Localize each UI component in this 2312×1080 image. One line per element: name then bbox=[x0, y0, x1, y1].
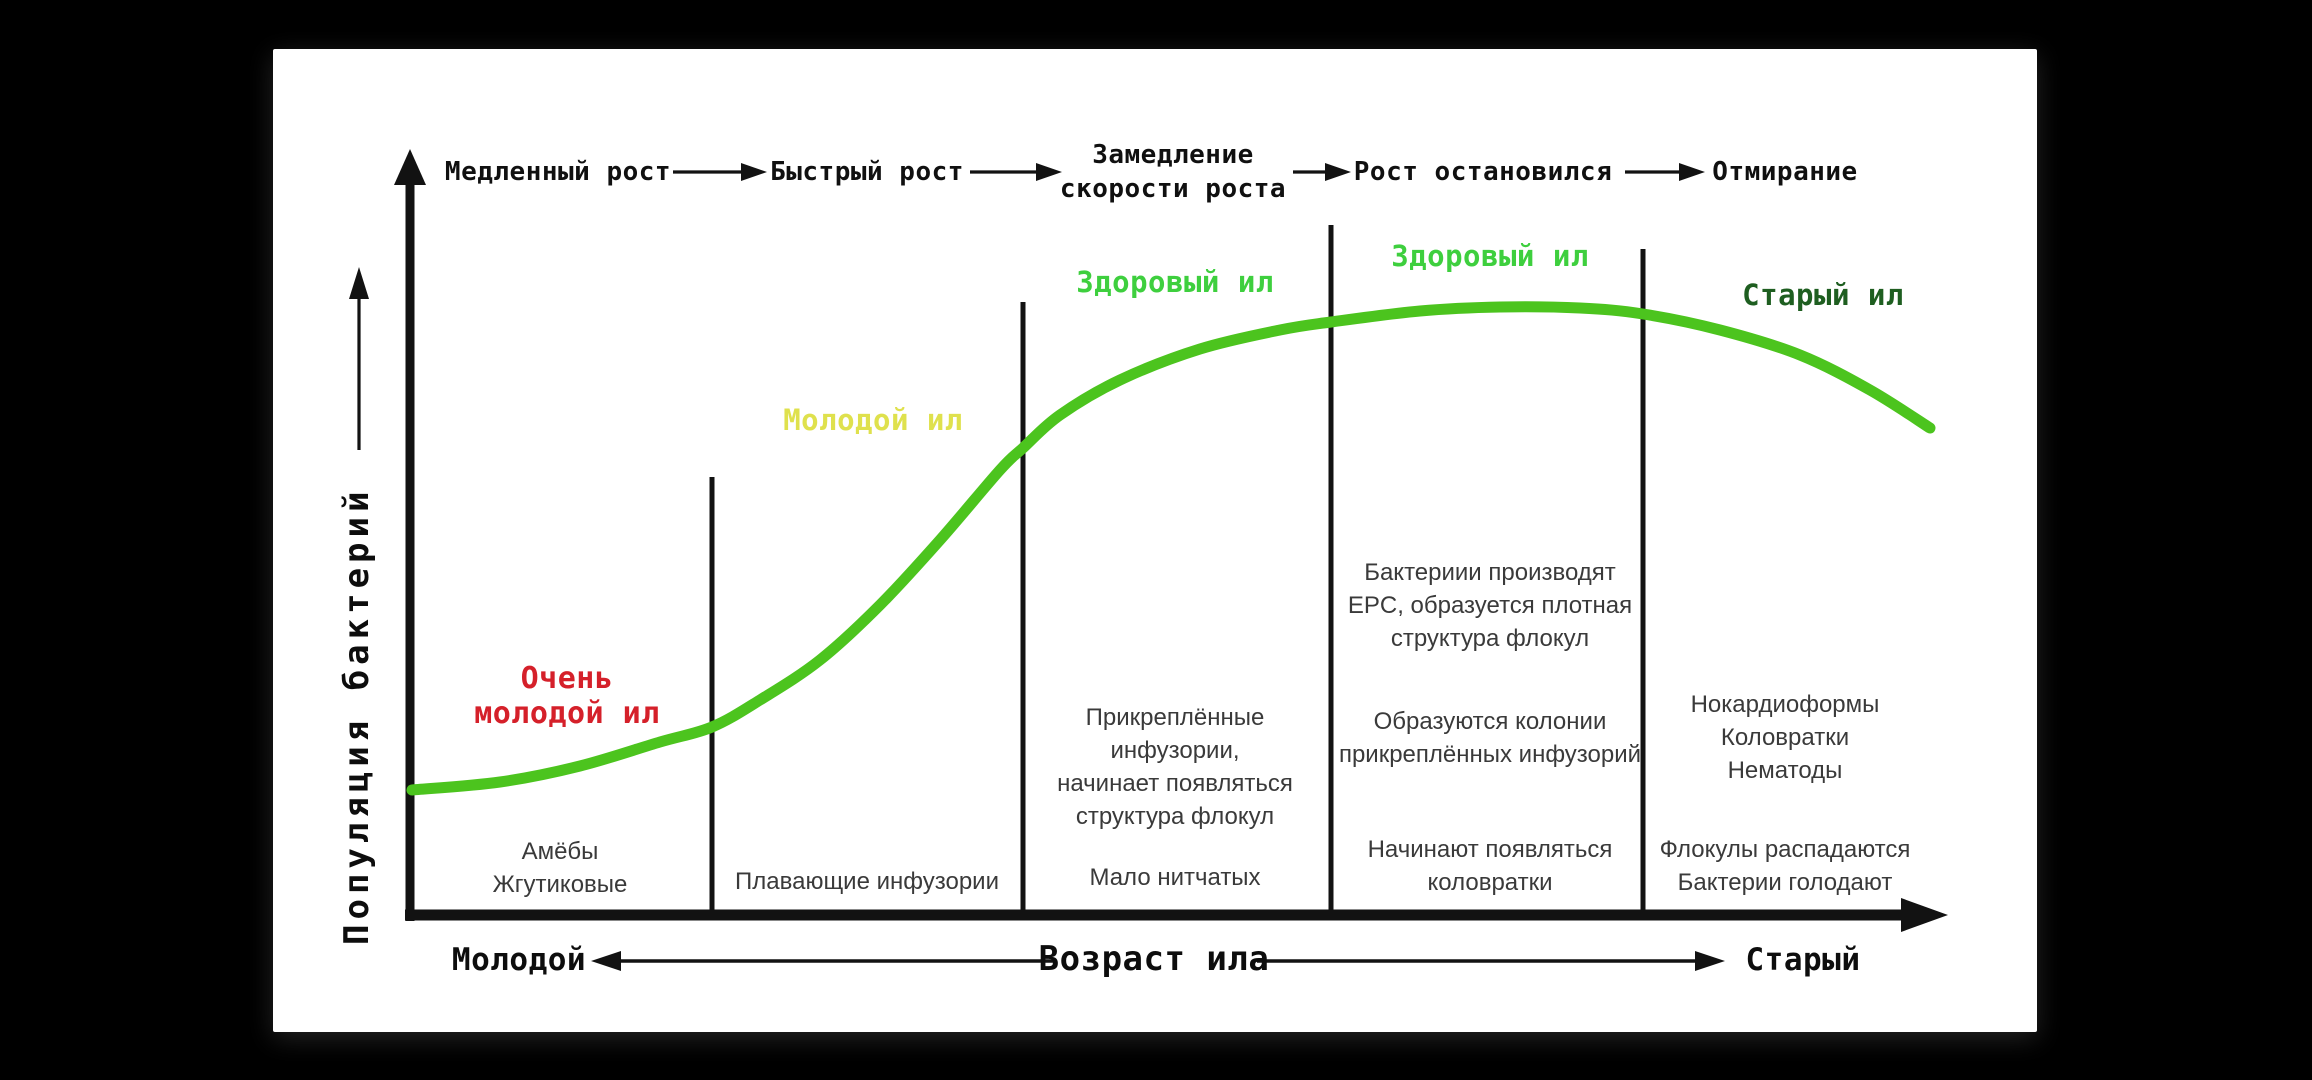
x-axis-arrow-icon bbox=[1901, 898, 1948, 932]
phase-arrow-icon bbox=[1325, 163, 1351, 181]
phase-label-growth-stopped: Рост остановился bbox=[1353, 157, 1613, 187]
x-axis-left-label: Молодой bbox=[451, 942, 587, 978]
section-5-starvation-note: Флокулы распадаются Бактерии голодают bbox=[1659, 836, 1911, 896]
section-4-rotifers-note: Начинают появляться коловратки bbox=[1367, 836, 1613, 896]
y-axis-label: Популяция бактерий bbox=[337, 486, 377, 945]
section-4-eps-note: Бактериии производят EPC, образуется плот… bbox=[1347, 559, 1633, 652]
phase-label-slow-growth: Медленный рост bbox=[444, 157, 672, 187]
stage-label-young-sludge: Молодой ил bbox=[783, 403, 963, 437]
diagram-card: Популяция бактерий Медленный рост Быстры… bbox=[273, 49, 2037, 1032]
x-arrow-right-icon bbox=[1695, 951, 1725, 971]
y-label-arrow-icon bbox=[349, 267, 369, 299]
x-axis-right-label: Старый bbox=[1745, 942, 1861, 978]
diagram-canvas bbox=[349, 149, 1948, 971]
x-axis-title: Возраст ила bbox=[1038, 939, 1270, 979]
section-3-organisms: Прикреплённые инфузории, начинает появлять… bbox=[1057, 704, 1293, 830]
section-5-organisms: Нокардиоформы Коловратки Нематоды bbox=[1690, 691, 1880, 784]
stage-label-healthy-sludge-1: Здоровый ил bbox=[1076, 265, 1274, 299]
section-2-organisms: Плавающие инфузории bbox=[735, 868, 999, 895]
stage-label-healthy-sludge-2: Здоровый ил bbox=[1391, 239, 1589, 273]
section-1-organisms: Амёбы Жгутиковые bbox=[492, 838, 628, 898]
growth-curve bbox=[406, 301, 1936, 796]
phase-label-fast-growth: Быстрый рост bbox=[770, 157, 964, 187]
section-4-colonies-note: Образуются колонии прикреплённых инфузори… bbox=[1338, 708, 1642, 768]
phase-arrow-icon bbox=[741, 163, 767, 181]
phase-arrow-icon bbox=[1036, 163, 1062, 181]
y-axis-arrow-icon bbox=[394, 149, 426, 185]
phase-label-dying-off: Отмирание bbox=[1712, 157, 1858, 187]
section-3-filamentous: Мало нитчатых bbox=[1089, 864, 1261, 891]
stage-label-very-young-sludge: Очень молодой ил bbox=[474, 661, 660, 731]
phase-label-slowing-growth: Замедление скорости роста bbox=[1059, 140, 1287, 204]
phase-arrow-icon bbox=[1679, 163, 1705, 181]
x-arrow-left-icon bbox=[591, 951, 621, 971]
stage-label-old-sludge: Старый ил bbox=[1742, 278, 1904, 312]
